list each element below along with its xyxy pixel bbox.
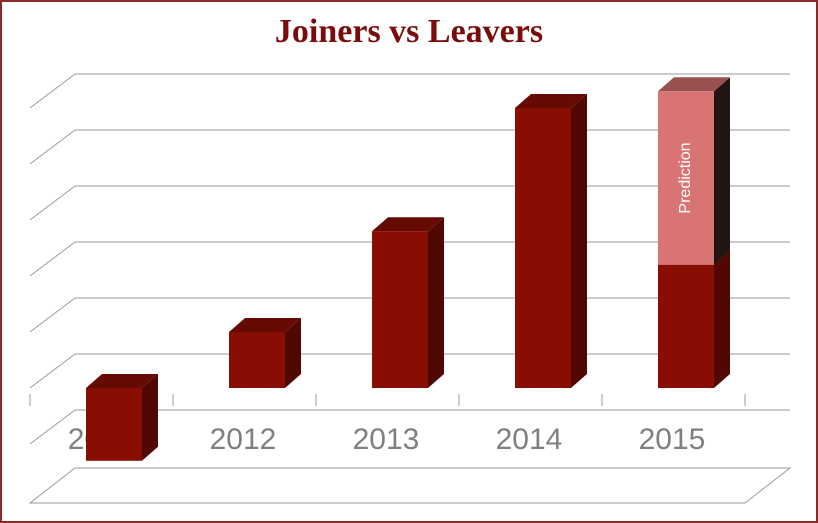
bar-side bbox=[428, 217, 444, 388]
bar-side bbox=[714, 250, 730, 388]
bar bbox=[658, 77, 730, 265]
x-tick-label: 2014 bbox=[496, 423, 563, 456]
bar-front bbox=[229, 332, 285, 388]
bar-side bbox=[571, 94, 587, 388]
bar bbox=[515, 94, 587, 388]
bar bbox=[372, 217, 444, 388]
x-tick-label: 2012 bbox=[210, 423, 277, 456]
grid-line bbox=[29, 409, 790, 445]
bar-front bbox=[515, 108, 571, 388]
bar-side bbox=[142, 374, 158, 461]
bar-front bbox=[658, 264, 714, 388]
chart-title: Joiners vs Leavers bbox=[275, 13, 543, 50]
bar-top bbox=[372, 217, 444, 232]
bar-top bbox=[229, 318, 301, 332]
bar-side bbox=[285, 318, 301, 388]
bar-top bbox=[515, 94, 587, 108]
bar-top bbox=[658, 77, 730, 92]
bar-top bbox=[86, 374, 158, 388]
bar-label: Prediction bbox=[677, 142, 694, 213]
x-tick-label: 2015 bbox=[639, 423, 706, 456]
bar-side bbox=[714, 77, 730, 265]
floor bbox=[28, 467, 792, 504]
bar-front bbox=[86, 388, 142, 461]
bar-front bbox=[658, 91, 714, 265]
bar bbox=[658, 250, 730, 388]
bar-front bbox=[372, 231, 428, 388]
x-tick-label: 2013 bbox=[353, 423, 420, 456]
grid-line bbox=[29, 73, 790, 109]
bar bbox=[86, 374, 158, 461]
bar bbox=[229, 318, 301, 388]
